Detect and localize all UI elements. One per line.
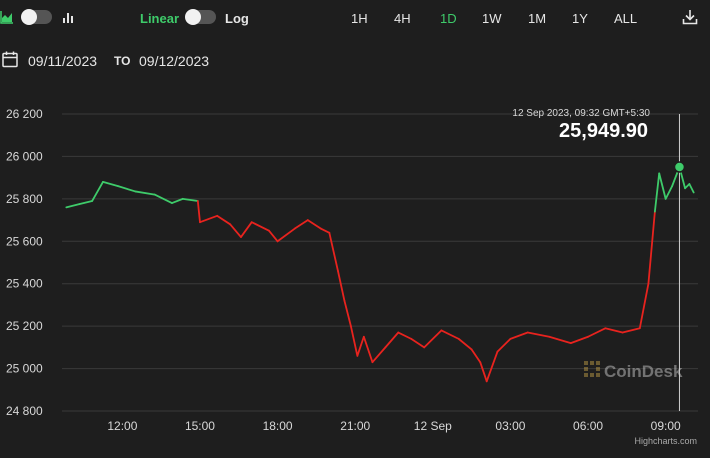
grid-lines bbox=[62, 113, 698, 412]
price-segment bbox=[328, 231, 339, 272]
range-4h[interactable]: 4H bbox=[394, 11, 411, 26]
area-chart-icon[interactable] bbox=[0, 10, 14, 24]
price-segment bbox=[509, 331, 529, 340]
price-segment bbox=[356, 335, 365, 357]
price-segment bbox=[587, 327, 607, 338]
price-segment bbox=[647, 210, 656, 285]
range-1m[interactable]: 1M bbox=[528, 11, 547, 26]
y-tick-label: 25 600 bbox=[6, 234, 43, 248]
coindesk-watermark: CoinDesk bbox=[584, 361, 683, 381]
calendar-icon[interactable] bbox=[2, 51, 18, 68]
price-segment bbox=[470, 348, 482, 364]
bar-chart-icon[interactable] bbox=[62, 10, 76, 24]
x-tick-label: 18:00 bbox=[263, 419, 293, 433]
price-segment bbox=[216, 214, 232, 226]
price-segment bbox=[440, 329, 460, 340]
price-segment bbox=[658, 172, 667, 200]
scale-toggle[interactable] bbox=[185, 9, 216, 25]
price-segment bbox=[153, 193, 173, 205]
hover-point bbox=[673, 161, 686, 173]
price-segment bbox=[653, 172, 661, 213]
y-tick-label: 25 000 bbox=[6, 362, 43, 376]
date-range-row: 09/11/2023 TO 09/12/2023 bbox=[0, 46, 710, 72]
x-tick-label: 06:00 bbox=[573, 419, 603, 433]
price-segment bbox=[526, 331, 551, 338]
y-tick-label: 25 400 bbox=[6, 277, 43, 291]
price-segment bbox=[134, 190, 156, 196]
price-segment bbox=[293, 219, 309, 230]
price-segment bbox=[479, 361, 488, 383]
price-segment bbox=[78, 200, 94, 206]
date-to[interactable]: 09/12/2023 bbox=[139, 53, 210, 69]
range-1y[interactable]: 1Y bbox=[572, 11, 588, 26]
chart-type-toggle[interactable] bbox=[21, 9, 52, 25]
range-1d[interactable]: 1D bbox=[440, 11, 457, 26]
price-segment bbox=[548, 335, 572, 345]
price-segment bbox=[181, 197, 199, 202]
price-segment bbox=[688, 183, 695, 194]
price-segment bbox=[102, 180, 119, 188]
price-segment bbox=[343, 299, 352, 328]
y-tick-label: 26 200 bbox=[6, 107, 43, 121]
price-segment bbox=[91, 180, 104, 202]
y-axis-ticks: 24 800 25 000 25 200 25 400 25 600 25 800 26 0… bbox=[6, 107, 43, 418]
highcharts-credit[interactable]: Highcharts.com bbox=[634, 436, 697, 446]
price-segment bbox=[362, 335, 374, 364]
price-segment bbox=[171, 197, 184, 205]
price-segment bbox=[319, 227, 331, 234]
tooltip-value: 25,949.90 bbox=[559, 120, 648, 142]
x-tick-label: 12 Sep bbox=[414, 419, 452, 433]
price-segment bbox=[371, 346, 387, 364]
linear-label[interactable]: Linear bbox=[140, 11, 180, 26]
price-segment bbox=[337, 270, 346, 302]
x-tick-label: 03:00 bbox=[495, 419, 525, 433]
price-segment bbox=[664, 185, 674, 200]
price-segment bbox=[423, 329, 443, 349]
price-segment bbox=[268, 229, 279, 243]
price-segment bbox=[457, 337, 473, 351]
price-segment bbox=[276, 227, 296, 243]
toolbar: Linear Log 1H 4H 1D 1W 1M 1Y ALL bbox=[0, 0, 710, 38]
x-tick-label: 21:00 bbox=[340, 419, 370, 433]
price-segment bbox=[199, 214, 219, 224]
date-to-label: TO bbox=[114, 54, 131, 68]
price-segment bbox=[410, 337, 426, 349]
price-segment bbox=[250, 221, 270, 232]
price-segment bbox=[384, 331, 400, 349]
watermark-text: CoinDesk bbox=[604, 362, 683, 381]
price-segment bbox=[196, 200, 201, 224]
price-segment bbox=[306, 219, 322, 230]
range-1w[interactable]: 1W bbox=[482, 11, 502, 26]
tooltip-timestamp: 12 Sep 2023, 09:32 GMT+5:30 bbox=[512, 108, 650, 119]
price-segment bbox=[569, 335, 589, 345]
coindesk-logo-icon bbox=[584, 361, 600, 377]
price-segment bbox=[117, 185, 137, 193]
y-tick-label: 26 000 bbox=[6, 149, 43, 163]
price-segment bbox=[349, 325, 359, 357]
x-axis-ticks: 12:00 15:00 18:00 21:00 12 Sep 03:00 06:00 09:0… bbox=[107, 419, 681, 433]
x-tick-label: 09:00 bbox=[651, 419, 681, 433]
log-label[interactable]: Log bbox=[225, 11, 249, 26]
price-segment bbox=[397, 331, 413, 340]
y-tick-label: 25 200 bbox=[6, 319, 43, 333]
price-segment bbox=[65, 203, 81, 209]
price-segment bbox=[496, 337, 512, 353]
download-icon[interactable] bbox=[682, 9, 698, 25]
price-segment bbox=[485, 350, 499, 383]
range-1h[interactable]: 1H bbox=[351, 11, 368, 26]
y-tick-label: 24 800 bbox=[6, 404, 43, 418]
x-tick-label: 12:00 bbox=[107, 419, 137, 433]
price-segment bbox=[638, 282, 650, 330]
price-segment bbox=[621, 327, 641, 334]
price-segment bbox=[684, 183, 691, 190]
x-tick-label: 15:00 bbox=[185, 419, 215, 433]
price-segment bbox=[604, 327, 624, 334]
price-segment bbox=[229, 223, 242, 238]
date-from[interactable]: 09/11/2023 bbox=[28, 53, 98, 69]
y-tick-label: 25 800 bbox=[6, 192, 43, 206]
range-all[interactable]: ALL bbox=[614, 11, 638, 26]
price-segment bbox=[240, 221, 253, 238]
price-line bbox=[65, 166, 695, 383]
